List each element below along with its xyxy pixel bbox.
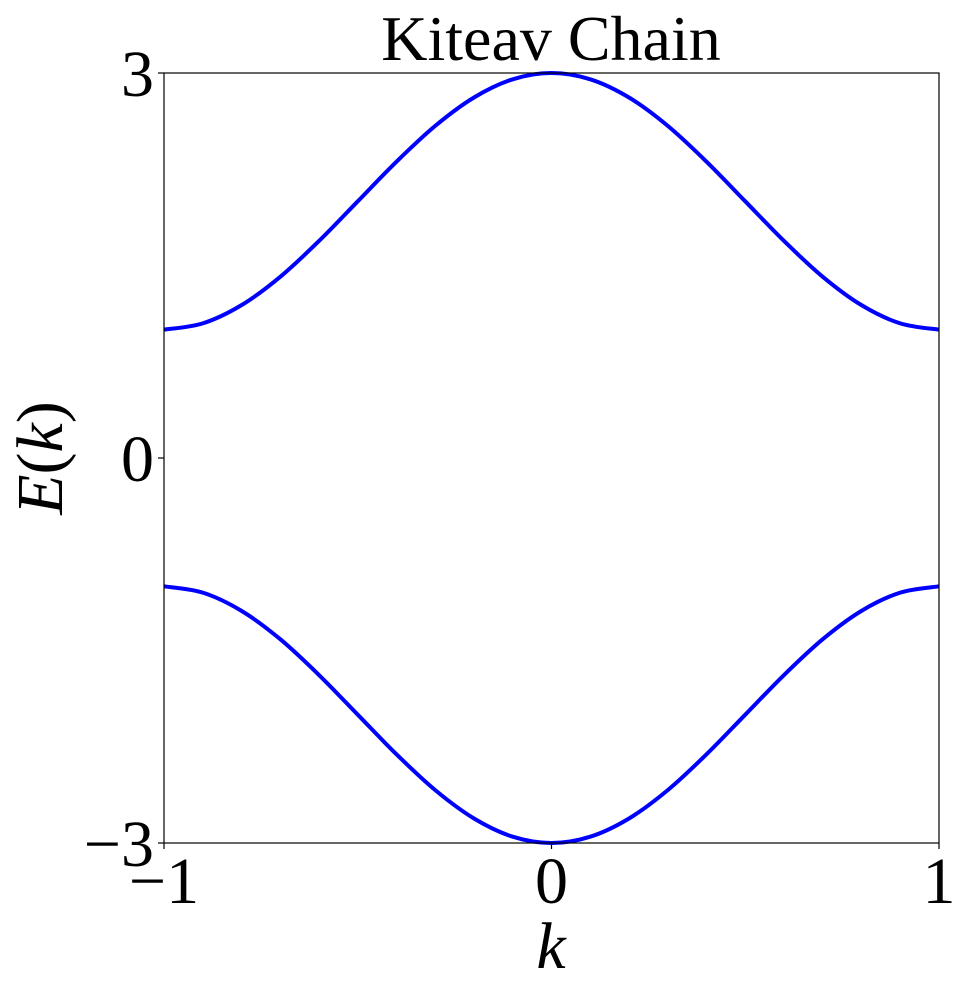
- y-tick-label: 3: [121, 38, 154, 111]
- x-tick-label: −1: [129, 845, 199, 918]
- y-axis-label: E(k): [4, 401, 77, 516]
- y-axis-ticks: −3 0 3: [84, 38, 164, 881]
- chart-title: Kiteav Chain: [381, 3, 720, 74]
- x-tick-label: 0: [535, 845, 568, 918]
- x-tick-label: 1: [923, 845, 956, 918]
- y-tick-label: −3: [84, 808, 154, 881]
- x-axis-ticks: −1 0 1: [129, 843, 956, 918]
- y-tick-label: 0: [121, 423, 154, 496]
- x-axis-label: k: [536, 910, 567, 983]
